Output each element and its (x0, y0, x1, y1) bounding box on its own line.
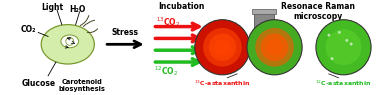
Circle shape (338, 31, 341, 34)
Circle shape (345, 39, 348, 42)
Bar (254, 10, 274, 30)
Ellipse shape (61, 35, 79, 48)
Text: Incubation: Incubation (158, 2, 204, 11)
Text: Light: Light (41, 3, 63, 12)
Circle shape (209, 33, 236, 61)
Ellipse shape (41, 25, 94, 64)
Circle shape (266, 39, 283, 56)
Text: H₂O: H₂O (70, 5, 86, 14)
Text: Resonace Raman
microscopy: Resonace Raman microscopy (281, 2, 355, 21)
Circle shape (247, 20, 302, 75)
Text: $^{13}$CO$_2$: $^{13}$CO$_2$ (156, 15, 180, 29)
Bar (252, 9, 276, 14)
Ellipse shape (259, 33, 269, 37)
Circle shape (214, 39, 231, 56)
Circle shape (195, 20, 250, 75)
Circle shape (327, 34, 330, 37)
Circle shape (350, 43, 353, 46)
Circle shape (66, 37, 74, 45)
Polygon shape (254, 30, 274, 35)
Text: Stress: Stress (112, 28, 138, 37)
Text: $^{13}$C-astaxanthin: $^{13}$C-astaxanthin (194, 79, 251, 88)
Text: Carotenoid
biosynthesis: Carotenoid biosynthesis (58, 79, 105, 92)
Circle shape (203, 28, 242, 67)
Text: CO₂: CO₂ (21, 25, 36, 34)
Circle shape (325, 29, 361, 65)
Circle shape (331, 57, 334, 60)
Text: $^{12}$CO$_2$: $^{12}$CO$_2$ (154, 64, 178, 78)
Text: $^{12}$C-astaxanthin: $^{12}$C-astaxanthin (315, 79, 372, 88)
Circle shape (261, 33, 288, 61)
Text: Glucose: Glucose (21, 79, 55, 88)
Circle shape (316, 20, 371, 75)
Circle shape (255, 28, 294, 67)
